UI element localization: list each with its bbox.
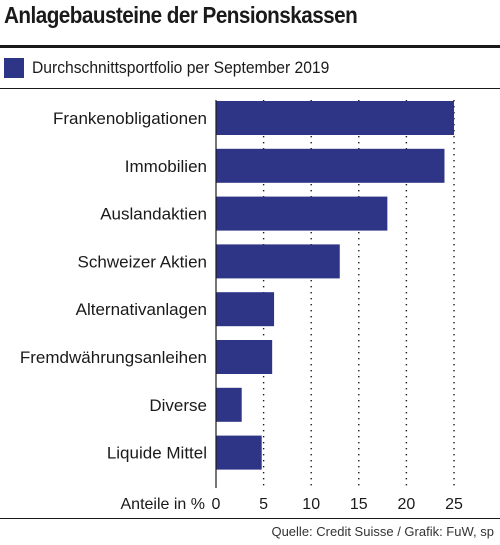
bar xyxy=(216,244,340,279)
category-label: Frankenobligationen xyxy=(53,109,207,128)
bottom-rule xyxy=(0,518,500,519)
bar xyxy=(216,196,388,231)
x-axis-label: Anteile in % xyxy=(121,496,206,513)
legend-swatch xyxy=(4,58,24,78)
chart-title: Anlagebausteine der Pensionskassen xyxy=(4,2,358,28)
category-label: Liquide Mittel xyxy=(107,444,207,463)
bar xyxy=(216,148,445,183)
bar xyxy=(216,292,275,327)
bar xyxy=(216,101,454,135)
category-label: Schweizer Aktien xyxy=(78,252,207,271)
legend: Durchschnittsportfolio per September 201… xyxy=(4,57,355,79)
category-label: Diverse xyxy=(149,396,207,415)
tick-label: 25 xyxy=(445,496,463,513)
tick-label: 20 xyxy=(398,496,416,513)
tick-label: 5 xyxy=(259,496,268,513)
category-label: Immobilien xyxy=(125,157,207,176)
top-rule xyxy=(0,45,500,48)
category-label: Fremdwährungsanleihen xyxy=(20,348,207,367)
bar xyxy=(216,340,273,374)
bar xyxy=(216,387,242,422)
category-label: Auslandaktien xyxy=(100,205,207,224)
tick-label: 10 xyxy=(302,496,320,513)
category-label: Alternativanlagen xyxy=(76,300,207,319)
legend-label: Durchschnittsportfolio per September 201… xyxy=(32,58,330,77)
source-note: Quelle: Credit Suisse / Grafik: FuW, sp xyxy=(271,524,494,539)
legend-rule xyxy=(0,88,500,89)
bar xyxy=(216,435,262,470)
tick-label: 0 xyxy=(212,496,221,513)
tick-label: 15 xyxy=(350,496,368,513)
